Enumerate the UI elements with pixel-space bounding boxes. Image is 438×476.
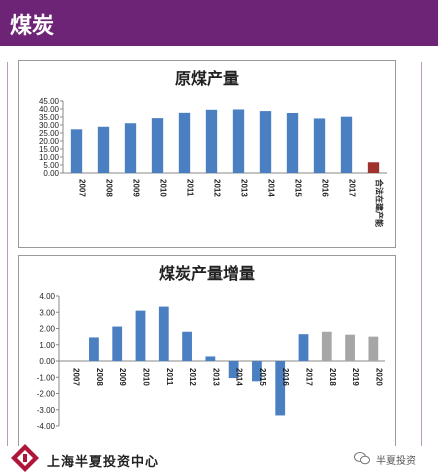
x-category-label: 2012 [188,368,197,386]
chart-title: 煤炭产量增量 [159,264,255,283]
wechat-icon [354,452,370,465]
y-tick-label: 3.00 [39,308,55,317]
chart-raw-coal-output: 原煤产量 0.005.0010.0015.0020.0025.0030.0035.… [39,69,387,227]
bar-2014 [259,111,272,173]
chart-title: 原煤产量 [175,69,239,88]
bar-2020 [368,336,379,361]
x-category-label: 2010 [142,368,151,386]
bar-2010 [135,310,146,361]
y-tick-label: 30.00 [39,121,60,130]
bar-2010 [151,118,164,173]
y-tick-label: 15.00 [39,145,60,154]
x-category-label: 合法在建产能 [375,178,385,227]
x-category-label: 2017 [305,368,314,386]
x-category-label: 2008 [105,179,114,197]
x-category-label: 2016 [321,179,330,197]
chart-panel-coal-output-increment: 煤炭产量增量 -4.00 -3.00 -2.00 -1.00 0.00 1.00 2.00 3.… [18,255,396,447]
x-category-label: 2009 [118,368,127,386]
x-category-label: 2014 [235,368,244,386]
y-tick-label: -3.00 [37,406,56,415]
bar-2018 [321,331,332,361]
bar-2016 [313,118,326,173]
bar-2017 [340,116,353,173]
y-tick-label: 25.00 [39,129,60,138]
x-category-label: 2012 [213,179,222,197]
x-category-label: 2011 [186,179,195,197]
x-category-label: 2014 [267,179,276,197]
bar-2008 [89,337,99,361]
x-category-label: 2017 [348,179,357,197]
x-category-label: 2007 [78,179,87,197]
y-tick-label: 2.00 [39,325,55,334]
bar-2009 [124,123,137,173]
x-category-label: 2015 [258,368,267,386]
x-category-label: 2015 [294,179,303,197]
x-category-label: 2011 [165,368,174,386]
company-logo-icon [11,444,39,472]
bar-2013 [205,356,216,361]
header-bar: 煤炭 [0,0,438,46]
y-tick-label: 1.00 [39,341,55,350]
x-category-label: 2008 [95,368,104,386]
x-category-label: 2009 [132,179,141,197]
bar-2015 [252,361,262,382]
page-title: 煤炭 [10,14,55,39]
bar-2016 [275,361,286,416]
bar-2008 [97,126,110,173]
bar-2019 [345,334,355,361]
y-tick-label: -1.00 [37,373,56,382]
bar-2011 [158,306,169,361]
y-tick-label: 20.00 [39,137,60,146]
y-tick-label: 40.00 [39,105,60,114]
bar-2007 [70,129,83,173]
bar-2009 [112,326,123,361]
chart-coal-output-increment: 煤炭产量增量 -4.00 -3.00 -2.00 -1.00 0.00 1.00 2.00 3.… [37,264,385,431]
wechat-account-name: 半夏投资 [376,456,416,467]
y-tick-label: 35.00 [39,113,60,122]
bar-2012 [182,331,192,361]
y-tick-label: 10.00 [39,153,60,162]
x-category-label: 2019 [351,368,360,386]
x-category-label: 2013 [211,368,220,386]
chart-panel-raw-coal-output: 原煤产量 0.00 5.00 10.00 15.00 20.00 25.00 30.00 35.… [18,60,396,248]
bar-2014 [228,361,239,379]
y-tick-label: 0.00 [43,169,59,178]
x-category-label: 2013 [240,179,249,197]
y-tick-label: -4.00 [37,422,56,431]
x-category-label: 2016 [281,368,290,386]
y-tick-label: 45.00 [39,97,60,106]
y-tick-label: 5.00 [43,161,59,170]
left-divider [7,62,8,447]
y-tick-label: -2.00 [37,390,56,399]
x-category-label: 2010 [159,179,168,197]
y-tick-label: 4.00 [39,292,55,301]
x-category-label: 2020 [374,368,383,386]
bar-2015 [286,113,299,173]
x-category-label: 2018 [328,368,337,386]
bar-2017 [298,334,309,361]
y-tick-label: 0.00 [39,357,55,366]
bar-合法在建产能 [367,162,380,173]
bar-2013 [232,109,245,173]
right-divider [421,62,422,447]
company-name: 上海半夏投资中心 [47,455,160,470]
bar-2012 [205,109,218,173]
x-category-label: 2007 [72,368,81,386]
bar-2011 [178,112,191,173]
